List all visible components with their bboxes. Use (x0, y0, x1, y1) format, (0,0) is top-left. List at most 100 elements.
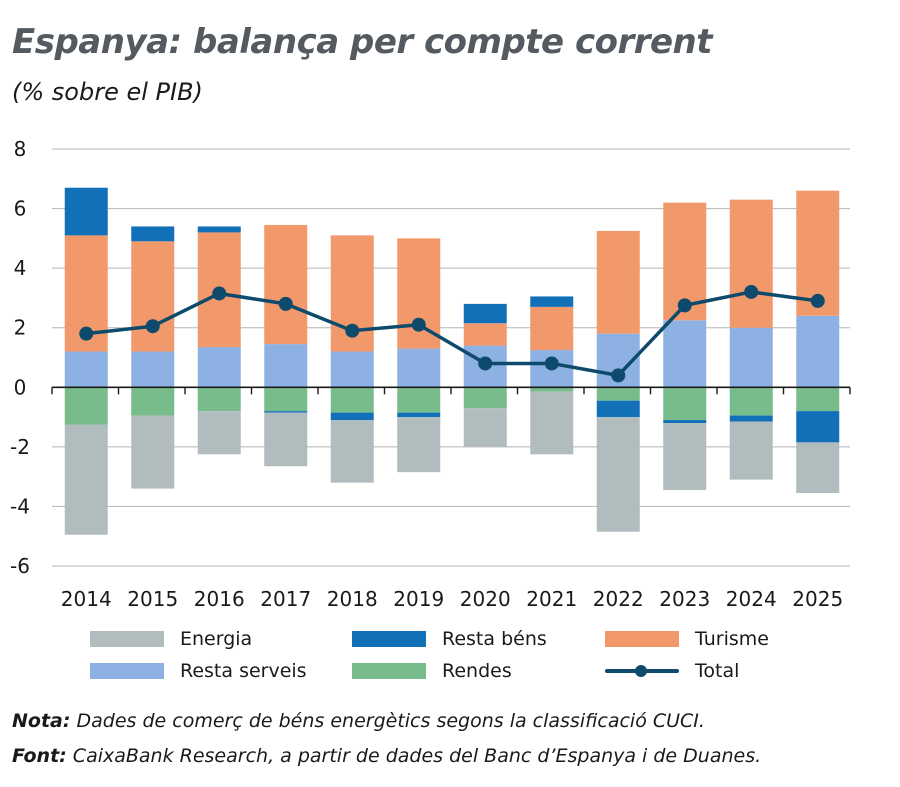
x-tick-label: 2024 (726, 587, 777, 611)
bar-segment (131, 241, 175, 352)
bar-segment (729, 199, 773, 328)
bar-segment (530, 306, 574, 351)
bar-segment (729, 387, 773, 416)
legend-label-rendes: Rendes (442, 660, 512, 682)
legend-label-resta-serveis: Resta serveis (180, 660, 307, 682)
legend-line-total (605, 663, 679, 679)
bar-segment (796, 442, 840, 494)
bar-segment (264, 412, 308, 467)
y-tick-label: 0 (14, 375, 27, 399)
x-tick-label: 2021 (526, 587, 577, 611)
bar-segment (397, 387, 441, 413)
note-text: Dades de comerç de béns energètics segon… (70, 710, 705, 732)
x-tick-label: 2020 (460, 587, 511, 611)
bar-segment (596, 387, 640, 401)
total-point (478, 356, 493, 371)
total-point (810, 293, 825, 308)
bar-segment (530, 387, 574, 392)
bar-segment (729, 421, 773, 480)
x-tick-label: 2023 (659, 587, 710, 611)
legend-swatch-turisme (605, 631, 679, 647)
chart-note: Nota: Dades de comerç de béns energètics… (12, 710, 705, 732)
bar-segment (330, 351, 374, 388)
legend-label-energia: Energia (180, 628, 253, 650)
bar-segment (330, 387, 374, 413)
y-tick-label: -4 (10, 494, 30, 518)
legend-swatch-rendes (352, 663, 426, 679)
bar-segment (663, 320, 707, 388)
legend-item-total: Total (605, 660, 739, 682)
chart-title: Espanya: balança per compte corrent (12, 22, 713, 62)
bar-segment (330, 412, 374, 421)
bar-segment (64, 351, 108, 388)
chart-area: 8 6 4 2 0 -2 -4 -6 2014 2015 2016 2017 2018 2019 2020 2… (10, 137, 851, 611)
y-tick-label: -2 (10, 435, 30, 459)
y-tick-label: 6 (14, 197, 27, 221)
bar-segment (131, 226, 175, 242)
bar-segment (463, 387, 507, 409)
total-point (345, 323, 360, 338)
total-point (544, 356, 559, 371)
total-point (677, 298, 692, 313)
bar-segment (64, 387, 108, 425)
bar-segment (264, 224, 308, 345)
legend-label-total: Total (695, 660, 740, 682)
bar-segment (197, 387, 241, 412)
total-point (212, 286, 227, 301)
legend-item-resta-bens: Resta béns (352, 628, 547, 650)
chart-subtitle: (% sobre el PIB) (12, 78, 203, 106)
bar-segment (796, 387, 840, 412)
bar-segment (397, 417, 441, 473)
legend-swatch-energia (90, 631, 164, 647)
x-tick-label: 2025 (792, 587, 843, 611)
bar-segment (264, 344, 308, 388)
bar-segment (663, 387, 707, 421)
source-label: Font: (12, 745, 67, 767)
bar-segment (330, 420, 374, 483)
bar-segment (530, 296, 574, 307)
legend-item-turisme: Turisme (605, 628, 769, 650)
legend-item-energia: Energia (90, 628, 252, 650)
x-tick-label: 2019 (393, 587, 444, 611)
bar-segment (663, 420, 707, 424)
chart-source: Font: CaixaBank Research, a partir de da… (12, 745, 761, 767)
x-tick-label: 2017 (260, 587, 311, 611)
legend-label-resta-bens: Resta béns (442, 628, 547, 650)
legend-item-rendes: Rendes (352, 660, 512, 682)
bar-segment (663, 423, 707, 491)
bar-segment (131, 351, 175, 388)
bar-segment (463, 408, 507, 447)
bar-segment (197, 347, 241, 388)
total-point (278, 296, 293, 311)
bar-segment (729, 415, 773, 422)
bar-segment (264, 411, 308, 413)
total-point (79, 326, 94, 341)
bar-segment (397, 348, 441, 388)
bar-segment (596, 400, 640, 418)
bar-segment (131, 415, 175, 489)
bar-segment (596, 230, 640, 334)
note-label: Nota: (12, 710, 71, 732)
total-point (145, 319, 160, 334)
bar-segment (197, 226, 241, 233)
bar-segment (131, 387, 175, 416)
total-line (86, 290, 818, 378)
legend-label-turisme: Turisme (695, 628, 769, 650)
x-tick-label: 2016 (194, 587, 245, 611)
bar-segment (463, 303, 507, 324)
legend-swatch-resta-serveis (90, 663, 164, 679)
bar-segment (729, 327, 773, 388)
x-tick-label: 2015 (127, 587, 178, 611)
source-text: CaixaBank Research, a partir de dades de… (66, 745, 762, 767)
bar-segment (64, 424, 108, 535)
total-point (744, 284, 759, 299)
legend-swatch-resta-bens (352, 631, 426, 647)
bar-segment (463, 323, 507, 346)
y-tick-label: -6 (10, 554, 30, 578)
y-tick-label: 8 (14, 137, 27, 161)
total-point (411, 317, 426, 332)
bar-segment (64, 187, 108, 236)
y-tick-label: 2 (14, 316, 27, 340)
bar-segment (264, 387, 308, 412)
legend-item-resta-serveis: Resta serveis (90, 660, 307, 682)
